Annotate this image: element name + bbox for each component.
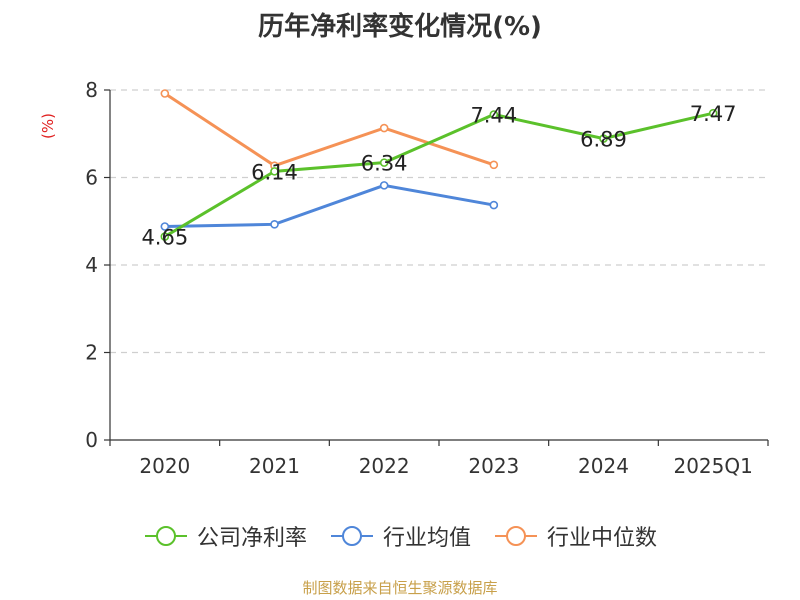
legend: 公司净利率 行业均值 行业中位数 xyxy=(0,520,800,552)
source-note: 制图数据来自恒生聚源数据库 xyxy=(302,579,498,597)
y-tick-label-1: 2 xyxy=(85,341,98,365)
series-0-point-3 xyxy=(489,110,499,119)
y-axis-label: (%) xyxy=(39,113,57,139)
x-tick-label-3: 2023 xyxy=(468,454,519,478)
series-line-1 xyxy=(164,183,495,228)
y-tick-label-3: 6 xyxy=(85,166,98,190)
x-tick-label-5: 2025Q1 xyxy=(673,454,752,478)
x-tick-label-2: 2022 xyxy=(359,454,410,478)
series-0-point-4 xyxy=(599,134,608,143)
series-0-point-5 xyxy=(708,108,718,118)
legend-item-industry-median[interactable]: 行业中位数 xyxy=(493,520,657,552)
series-1-point-0 xyxy=(160,222,170,231)
series-0-point-2 xyxy=(379,158,389,167)
data-label-2: 6.34 xyxy=(361,152,408,176)
legend-label-industry-mean: 行业均值 xyxy=(382,526,471,551)
legend-item-company[interactable]: 公司净利率 xyxy=(143,520,307,552)
series-line-2 xyxy=(164,92,495,168)
series-0-point-0 xyxy=(160,232,170,241)
legend-marker-company xyxy=(144,526,187,546)
legend-label-industry-median: 行业中位数 xyxy=(547,526,658,551)
legend-marker-industry-median xyxy=(495,526,537,546)
y-tick-label-4: 8 xyxy=(85,78,98,102)
series-1-point-3 xyxy=(489,200,499,210)
data-label-1: 6.14 xyxy=(251,160,298,184)
data-label-0: 4.65 xyxy=(141,226,188,250)
series-0-point-1 xyxy=(270,167,279,176)
legend-item-industry-mean[interactable]: 行业均值 xyxy=(329,520,471,552)
series-1-point-1 xyxy=(270,220,279,229)
series-2-point-2 xyxy=(379,123,389,133)
series-2-point-0 xyxy=(160,89,170,98)
x-tick-label-4: 2024 xyxy=(578,454,629,478)
data-label-3: 7.44 xyxy=(470,104,517,128)
series-2-point-3 xyxy=(489,160,499,170)
chart-title: 历年净利率变化情况(%) xyxy=(258,12,542,42)
x-tick-label-0: 2020 xyxy=(139,454,190,478)
x-tick-label-1: 2021 xyxy=(249,454,300,478)
y-tick-label-2: 4 xyxy=(85,253,98,277)
data-label-4: 6.89 xyxy=(580,128,627,152)
data-label-5: 7.47 xyxy=(690,102,737,126)
legend-label-company: 公司净利率 xyxy=(196,526,307,551)
legend-marker-industry-mean xyxy=(330,526,373,546)
series-line-0 xyxy=(164,111,714,238)
series-1-point-2 xyxy=(379,181,389,190)
y-tick-label-0: 0 xyxy=(85,428,98,452)
